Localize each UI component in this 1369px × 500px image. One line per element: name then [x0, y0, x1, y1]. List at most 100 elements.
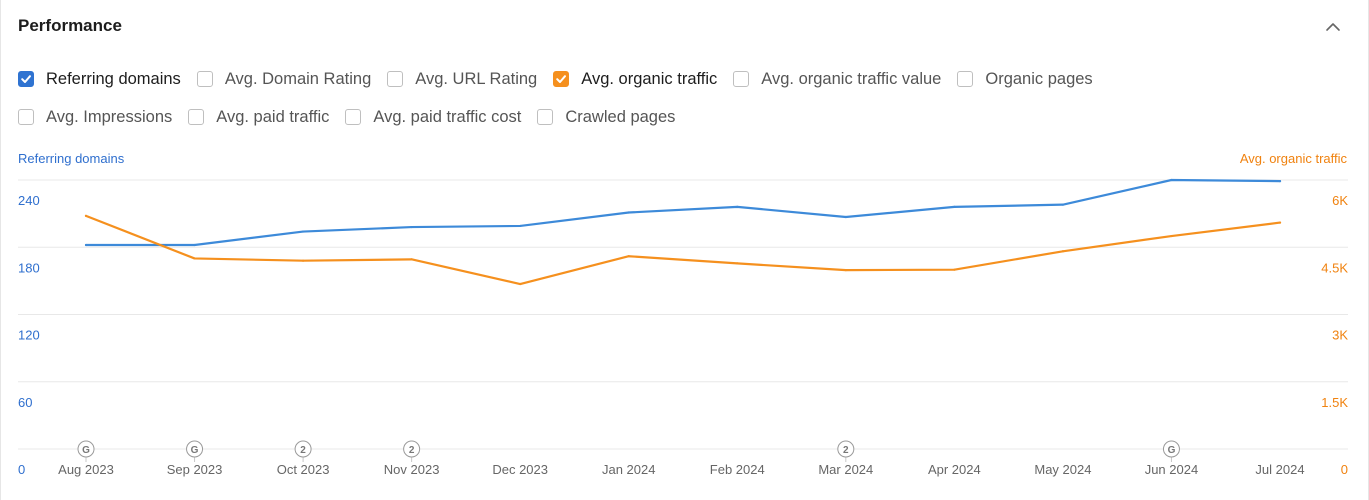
annotation-label: G: [191, 445, 199, 456]
left-axis-title: Referring domains: [18, 151, 125, 166]
checkbox-unchecked-icon[interactable]: [345, 109, 362, 125]
x-axis-tick-label: Dec 2023: [492, 462, 548, 477]
annotation-label: 2: [409, 445, 415, 456]
annotation-circle: [294, 440, 312, 458]
annotation-marker[interactable]: 2: [294, 440, 312, 462]
data-point-avg-organic-traffic: [953, 268, 956, 271]
series-line-referring-domains: [84, 178, 1282, 247]
right-axis-tick-label: 4.5K: [1321, 260, 1348, 275]
annotation-label: 2: [843, 445, 849, 456]
x-axis-tick-label: Jun 2024: [1145, 462, 1199, 477]
annotation-marker[interactable]: G: [1162, 440, 1180, 462]
checkbox-checked-icon[interactable]: [553, 71, 570, 87]
metric-checkbox-label: Crawled pages: [565, 107, 676, 126]
annotation-label: G: [82, 445, 90, 456]
checkbox-unchecked-icon[interactable]: [196, 71, 213, 87]
data-point-referring-domains: [84, 243, 88, 247]
data-point-referring-domains: [736, 205, 739, 208]
x-axis-tick-label: Mar 2024: [818, 462, 873, 477]
collapse-chevron-up-icon[interactable]: [1322, 16, 1344, 38]
data-point-avg-organic-traffic: [627, 255, 630, 258]
metric-checkbox-label: Avg. paid traffic: [216, 107, 330, 126]
metric-row-1: Referring domains Avg. Domain Rating Avg. …: [18, 66, 1338, 92]
x-axis-tick-label: Oct 2023: [277, 462, 330, 477]
data-point-referring-domains: [301, 230, 305, 233]
data-point-avg-organic-traffic: [1170, 234, 1173, 238]
data-point-avg-organic-traffic: [301, 259, 305, 262]
series-line-avg-organic-traffic: [84, 214, 1282, 286]
left-axis-tick-label: 60: [18, 395, 32, 410]
data-point-referring-domains: [1278, 180, 1282, 183]
x-axis-tick-label: Apr 2024: [928, 462, 981, 477]
data-point-referring-domains: [519, 224, 522, 228]
right-axis-tick-label: 1.5K: [1321, 395, 1348, 410]
metric-checkbox-label: Avg. Impressions: [46, 107, 173, 126]
right-axis-tick-label: 3K: [1332, 328, 1348, 343]
metric-checkbox-avg-paid-traffic[interactable]: Avg. paid traffic: [188, 108, 329, 127]
data-point-avg-organic-traffic: [1278, 221, 1282, 224]
data-point-referring-domains: [410, 225, 413, 229]
annotation-label: 2: [300, 445, 306, 456]
data-point-referring-domains: [627, 211, 630, 214]
annotation-marker[interactable]: G: [186, 440, 204, 462]
data-point-referring-domains: [1061, 203, 1065, 206]
checkbox-checked-icon[interactable]: [18, 71, 34, 87]
annotation-marker[interactable]: 2: [837, 440, 855, 462]
annotation-circle: [403, 440, 421, 458]
metric-checkbox-label: Referring domains: [46, 69, 181, 88]
checkbox-unchecked-icon[interactable]: [387, 71, 404, 87]
x-axis-tick-label: Jul 2024: [1255, 462, 1304, 477]
right-axis-tick-label: 0: [1341, 462, 1348, 477]
x-axis-tick-label: Nov 2023: [384, 462, 440, 477]
metric-checkbox-avg-organic-traffic-value[interactable]: Avg. organic traffic value: [733, 70, 941, 89]
x-axis-tick-label: Feb 2024: [710, 462, 765, 477]
data-point-referring-domains: [1170, 178, 1173, 182]
annotation-circle: [77, 440, 95, 458]
metric-checkbox-organic-pages[interactable]: Organic pages: [957, 69, 1093, 89]
metric-row-2: Avg. Impressions Avg. paid traffic Avg. pa…: [18, 104, 1338, 130]
metric-checkbox-label: Organic pages: [985, 69, 1093, 88]
metric-checkbox-crawled-pages[interactable]: Crawled pages: [537, 108, 675, 127]
annotation-label: G: [1168, 445, 1176, 456]
data-point-avg-organic-traffic: [84, 214, 88, 217]
checkbox-unchecked-icon[interactable]: [18, 109, 34, 125]
checkbox-unchecked-icon[interactable]: [957, 71, 974, 87]
metric-checkbox-label: Avg. organic traffic value: [761, 69, 942, 88]
right-axis-tick-label: 6K: [1332, 193, 1348, 208]
left-axis-tick-label: 240: [18, 193, 40, 208]
x-axis-tick-label: Jan 2024: [602, 462, 656, 477]
metric-checkbox-label: Avg. Domain Rating: [224, 69, 372, 88]
checkbox-unchecked-icon[interactable]: [537, 109, 554, 125]
checkbox-unchecked-icon[interactable]: [733, 71, 750, 87]
x-axis-tick-label: Aug 2023: [58, 462, 114, 477]
metric-checkbox-avg-domain-rating[interactable]: Avg. Domain Rating: [196, 69, 372, 89]
metric-checkbox-avg-organic-traffic[interactable]: Avg. organic traffic: [553, 70, 717, 89]
metric-checkbox-avg-impressions[interactable]: Avg. Impressions: [18, 108, 172, 127]
data-point-avg-organic-traffic: [193, 257, 196, 260]
metric-checkbox-avg-paid-traffic-cost[interactable]: Avg. paid traffic cost: [345, 108, 521, 127]
annotation-circle: [186, 440, 204, 458]
annotation-circle: [837, 440, 855, 458]
left-axis-tick-label: 0: [18, 462, 25, 477]
x-axis-tick-label: Sep 2023: [167, 462, 223, 477]
annotation-marker[interactable]: G: [77, 440, 95, 462]
checkbox-unchecked-icon[interactable]: [188, 109, 205, 125]
left-axis-tick-label: 180: [18, 260, 40, 275]
data-point-avg-organic-traffic: [736, 262, 739, 265]
metric-checkbox-label: Avg. organic traffic: [581, 69, 718, 88]
left-axis-tick-label: 120: [18, 328, 40, 343]
panel-title: Performance: [18, 16, 122, 35]
metric-checkbox-list: Referring domains Avg. Domain Rating Avg. …: [18, 66, 1338, 142]
data-point-avg-organic-traffic: [844, 269, 847, 272]
metric-checkbox-label: Avg. paid traffic cost: [373, 107, 522, 126]
metric-checkbox-label: Avg. URL Rating: [415, 69, 538, 88]
x-axis-tick-label: May 2024: [1034, 462, 1091, 477]
metric-checkbox-avg-url-rating[interactable]: Avg. URL Rating: [387, 70, 537, 89]
right-axis-title: Avg. organic traffic: [1239, 151, 1347, 166]
data-point-avg-organic-traffic: [519, 282, 522, 286]
annotation-marker[interactable]: 2: [403, 440, 421, 462]
annotation-circle: [1162, 440, 1180, 458]
metric-checkbox-referring-domains[interactable]: Referring domains: [18, 70, 181, 89]
